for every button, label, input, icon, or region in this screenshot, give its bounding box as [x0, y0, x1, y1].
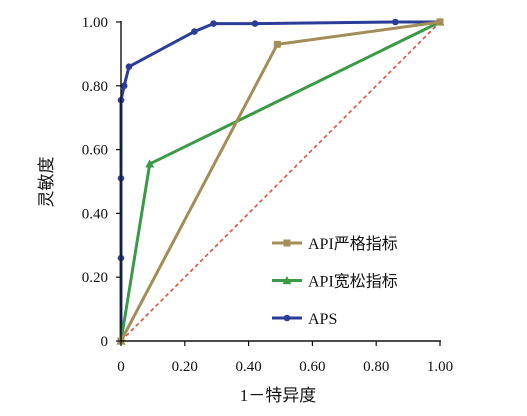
ticks-group: 0 0.20 0.40 0.60 0.80 1.00 0 0.20 0.40 0.60 0.80 1.…	[82, 15, 453, 375]
x-tick-label: 0.20	[172, 359, 198, 375]
legend: API严格指标 API宽松指标 APS	[272, 235, 398, 328]
y-tick-label: 0.40	[82, 206, 108, 222]
x-tick-label: 0.60	[299, 359, 325, 375]
legend-item-3: APS	[272, 311, 337, 328]
x-tick-label: 0.80	[363, 359, 389, 375]
y-axis-label: 灵敏度	[37, 157, 56, 208]
series-3-marker	[210, 20, 217, 27]
legend-swatch-marker	[283, 239, 291, 247]
y-tick-label: 0	[101, 334, 109, 350]
legend-swatch-marker	[282, 276, 292, 285]
legend-swatch-marker	[283, 314, 291, 322]
x-axis-label: 1－特异度	[240, 386, 317, 405]
y-tick-label: 1.00	[82, 15, 108, 31]
y-tick-label: 0.60	[82, 143, 108, 159]
y-tick-label: 0.80	[82, 79, 108, 95]
reference-diagonal-line	[120, 21, 441, 342]
series-3-marker	[392, 18, 399, 26]
series-3-marker	[125, 63, 133, 70]
series-3-marker	[251, 20, 259, 27]
x-tick-label: 1.00	[427, 359, 453, 375]
series-1-marker	[436, 18, 444, 26]
axes-group	[120, 21, 441, 342]
legend-label: API严格指标	[308, 235, 398, 253]
series-3-marker	[191, 28, 198, 35]
x-tick-label: 0.40	[235, 359, 261, 375]
legend-item-2: API宽松指标	[272, 273, 398, 291]
series-1-marker	[273, 40, 281, 48]
legend-label: APS	[308, 311, 337, 328]
legend-label: API宽松指标	[308, 273, 398, 291]
series-2-marker	[145, 159, 155, 168]
reference-line-group	[120, 21, 441, 342]
series-group	[116, 17, 445, 345]
legend-item-1: API严格指标	[272, 235, 398, 253]
x-tick-label: 0	[117, 359, 125, 375]
series-3-marker	[120, 82, 128, 90]
y-tick-label: 0.20	[82, 270, 108, 286]
